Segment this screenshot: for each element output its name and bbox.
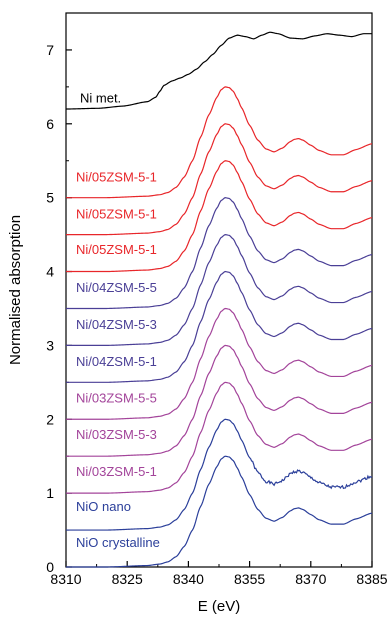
y-tick-label: 2: [46, 411, 54, 427]
series-label: NiO crystalline: [76, 535, 160, 550]
series-label: Ni/05ZSM-5-1: [76, 169, 157, 184]
series-line: [66, 197, 373, 310]
series-line: [66, 160, 373, 273]
series-line: [66, 86, 373, 199]
series-line: [66, 381, 373, 494]
y-axis-title: Normalised absorption: [7, 215, 24, 365]
series-line: [66, 344, 373, 457]
series-label: Ni/04ZSM-5-5: [76, 280, 157, 295]
series-line: [66, 418, 373, 531]
series-line: [65, 31, 372, 110]
series-label: Ni/04ZSM-5-1: [76, 354, 157, 369]
y-tick-label: 5: [46, 190, 54, 206]
x-tick-label: 8340: [173, 571, 204, 587]
x-tick-label: 8385: [356, 571, 387, 587]
series-line: [66, 455, 373, 568]
series-label: Ni/04ZSM-5-3: [76, 317, 157, 332]
series-label: Ni/05ZSM-5-1: [76, 242, 157, 257]
y-tick-label: 3: [46, 337, 54, 353]
series-line: [66, 270, 373, 383]
series-labels: NiO crystalline NiO nano Ni/03ZSM-5-1 Ni/03…: [76, 90, 160, 550]
x-tick-label: 8370: [295, 571, 326, 587]
series-line: [66, 123, 373, 236]
series-label: Ni met.: [80, 90, 121, 105]
series-line: [66, 307, 373, 420]
series-label: Ni/03ZSM-5-1: [76, 464, 157, 479]
x-tick-label: 8355: [234, 571, 265, 587]
y-tick-label: 1: [46, 485, 54, 501]
y-tick-label: 6: [46, 116, 54, 132]
x-tick-label: 8325: [112, 571, 143, 587]
y-tick-label: 7: [46, 42, 54, 58]
series-label: Ni/03ZSM-5-3: [76, 427, 157, 442]
series-lines: [65, 31, 373, 568]
series-line: [66, 233, 373, 346]
y-tick-label: 4: [46, 264, 54, 280]
series-label: Ni/03ZSM-5-5: [76, 390, 157, 405]
y-tick-label: 0: [46, 559, 54, 575]
series-label: Ni/05ZSM-5-1: [76, 206, 157, 221]
x-tick-label: 8310: [50, 571, 81, 587]
x-axis-title: E (eV): [198, 598, 241, 615]
series-label: NiO nano: [76, 499, 131, 514]
